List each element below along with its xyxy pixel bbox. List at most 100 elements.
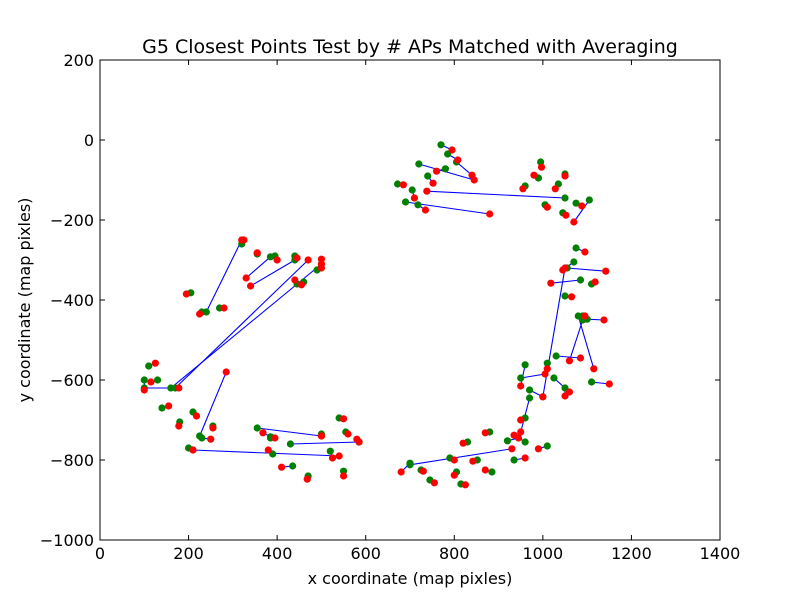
actual-point — [587, 378, 596, 386]
x-tick-label: 800 — [439, 544, 470, 563]
estimated-point — [539, 393, 547, 401]
estimated-point — [264, 446, 272, 454]
estimated-point — [339, 472, 348, 480]
estimated-point — [151, 359, 159, 367]
estimated-point — [521, 454, 529, 462]
estimated-point — [209, 424, 217, 432]
actual-point — [521, 361, 529, 369]
estimated-point — [602, 267, 610, 275]
y-tick-label: −400 — [50, 291, 94, 310]
connector-line — [567, 267, 606, 272]
estimated-point — [565, 357, 574, 365]
estimated-point — [430, 479, 438, 487]
actual-point — [510, 456, 518, 464]
estimated-point — [222, 368, 230, 376]
estimated-point — [182, 290, 190, 298]
x-tick-label: 1000 — [522, 544, 563, 563]
actual-point — [561, 194, 569, 202]
x-tick-label: 600 — [350, 544, 381, 563]
x-axis-ticks: 0 200 400 600 800 1000 1200 1400 — [95, 60, 740, 563]
estimated-point — [448, 146, 456, 154]
estimated-point — [514, 434, 523, 442]
estimated-point — [147, 378, 155, 386]
estimated-point — [605, 380, 613, 388]
actual-point — [406, 461, 414, 469]
estimated-point — [303, 475, 311, 483]
estimated-point — [578, 202, 586, 210]
actual-point — [572, 244, 580, 252]
actual-point — [415, 160, 423, 168]
estimated-point — [220, 304, 228, 312]
actual-point — [517, 374, 525, 382]
estimated-point — [508, 445, 516, 453]
connector-lines — [143, 144, 610, 486]
x-tick-label: 0 — [95, 544, 105, 563]
x-tick-label: 200 — [173, 544, 204, 563]
estimated-point — [175, 422, 183, 430]
y-tick-label: −200 — [50, 211, 94, 230]
y-axis-ticks: 200 0 −200 −400 −600 −800 −1000 — [40, 51, 720, 550]
actual-point — [196, 432, 204, 440]
estimated-point — [561, 264, 569, 272]
estimated-point — [459, 439, 467, 447]
estimated-point — [140, 386, 148, 394]
actual-point — [576, 276, 585, 284]
estimated-point — [410, 194, 419, 202]
estimated-point — [537, 163, 546, 171]
estimated-point — [291, 276, 299, 284]
actual-point — [561, 292, 569, 300]
estimated-point — [175, 384, 183, 392]
actual-point — [424, 172, 432, 180]
y-tick-label: −1000 — [40, 531, 94, 550]
estimated-point — [469, 457, 477, 465]
estimated-point — [240, 236, 248, 244]
estimated-point — [591, 278, 599, 286]
connector-line — [250, 259, 296, 287]
connector-line — [550, 279, 581, 284]
estimated-point — [576, 354, 585, 362]
actual-point — [253, 424, 261, 432]
estimated-point — [344, 430, 352, 438]
estimated-point — [328, 454, 337, 462]
estimated-point — [165, 402, 173, 410]
estimated-point — [271, 434, 279, 442]
estimated-point — [561, 392, 569, 400]
estimated-point — [481, 466, 489, 474]
actual-point — [145, 362, 153, 370]
actual-point — [408, 186, 416, 194]
estimated-point — [486, 210, 494, 218]
estimated-point — [543, 203, 551, 211]
connector-line — [257, 427, 322, 437]
actual-point — [441, 165, 450, 173]
estimated-point — [192, 412, 201, 420]
actual-point — [503, 437, 512, 445]
actual-point — [525, 394, 534, 402]
connector-line — [520, 373, 546, 379]
actual-point — [543, 359, 551, 367]
estimated-point — [399, 181, 407, 189]
actual-point — [572, 199, 580, 207]
actual-point — [167, 384, 175, 392]
connector-line — [568, 319, 584, 361]
actual-point — [286, 440, 295, 448]
connector-line — [199, 371, 227, 437]
actual-point — [202, 308, 210, 316]
connector-line — [205, 239, 243, 313]
y-tick-label: −800 — [50, 451, 94, 470]
actual-point — [437, 141, 445, 149]
actual-point — [401, 198, 410, 206]
estimated-point — [397, 468, 405, 476]
estimated-point — [481, 429, 489, 437]
estimated-point — [450, 471, 458, 479]
estimated-point — [432, 167, 441, 175]
connector-line — [192, 449, 340, 457]
estimated-point — [551, 185, 559, 193]
actual-point — [543, 442, 551, 450]
actual-point — [521, 438, 529, 446]
x-tick-label: 400 — [262, 544, 293, 563]
estimated-point — [517, 428, 525, 436]
estimated-point — [568, 293, 576, 301]
estimated-point — [517, 382, 525, 390]
